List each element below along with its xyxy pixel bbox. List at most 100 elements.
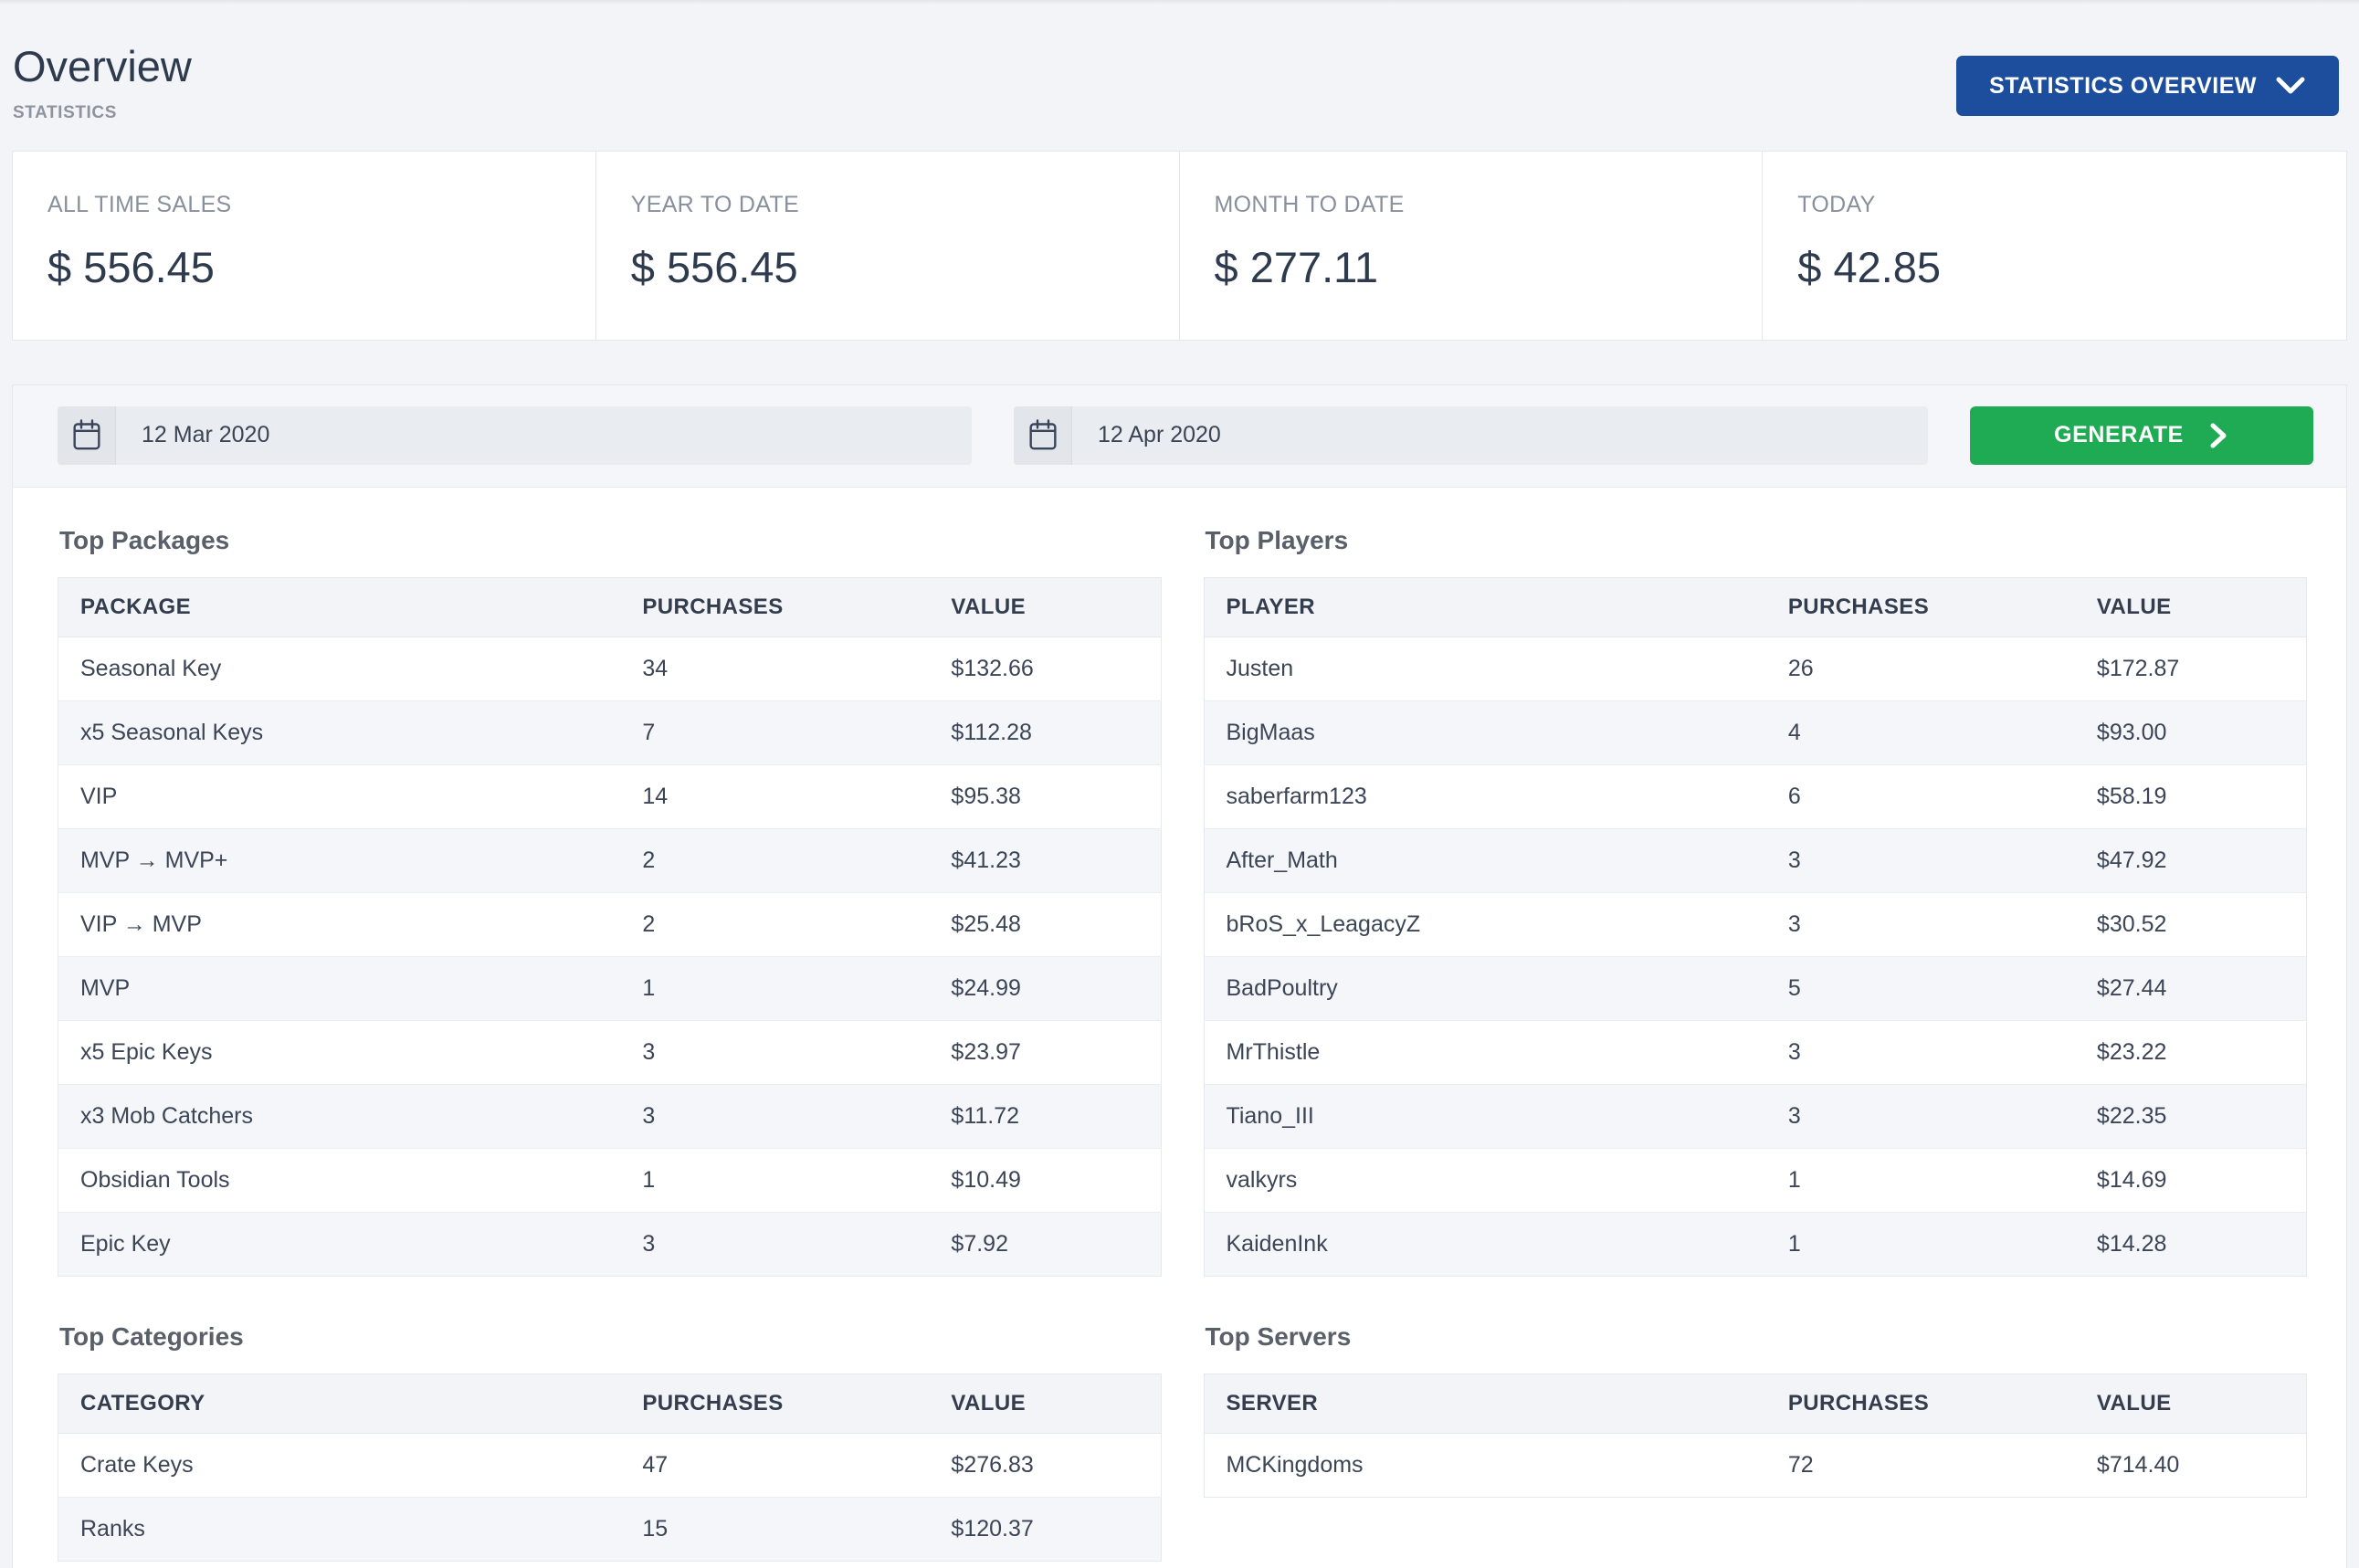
table-row: x5 Seasonal Keys 7 $112.28 — [58, 700, 1161, 765]
column-header: PURCHASES — [1765, 577, 2075, 637]
table-cell: $276.83 — [929, 1433, 1161, 1498]
table-row: VIP 14 $95.38 — [58, 764, 1161, 829]
calendar-icon-cell — [58, 405, 116, 465]
table-row: KaidenInk 1 $14.28 — [1204, 1212, 2307, 1277]
table-cell: MrThistle — [1204, 1020, 1766, 1085]
column-header: VALUE — [929, 1373, 1161, 1434]
date-from-input[interactable]: 12 Mar 2020 — [58, 405, 972, 465]
stats-summary-row: ALL TIME SALES $ 556.45 YEAR TO DATE $ 5… — [12, 150, 2347, 341]
table-header-row: PLAYER PURCHASES VALUE — [1204, 577, 2307, 637]
table-cell: 3 — [1765, 828, 2075, 893]
table-row: VIP → MVP 2 $25.48 — [58, 892, 1161, 957]
stat-label: MONTH TO DATE — [1214, 191, 1405, 217]
calendar-icon — [1028, 418, 1058, 452]
table-cell: 15 — [642, 1515, 669, 1542]
table-header-row: PACKAGE PURCHASES VALUE — [58, 577, 1161, 637]
table-cell: 1 — [1765, 1148, 2075, 1213]
table-cell: Ranks — [80, 1515, 145, 1542]
stat-label: YEAR TO DATE — [630, 191, 799, 217]
table-row: Ranks 15 $120.37 — [58, 1497, 1161, 1562]
page-subtitle: STATISTICS — [13, 102, 118, 122]
table-row: Seasonal Key 34 $132.66 — [58, 637, 1161, 701]
table-cell: BadPoultry — [1204, 956, 1766, 1021]
column-header: SERVER — [1204, 1373, 1766, 1434]
table-row: saberfarm123 6 $58.19 — [1204, 764, 2307, 829]
top-categories-section: Top Categories CATEGORY PURCHASES VALUE Cra… — [58, 1321, 1162, 1562]
table-row: Justen 26 $172.87 — [1204, 637, 2307, 701]
section-title-top-servers: Top Servers — [1205, 1321, 1352, 1351]
top-servers-table: SERVER PURCHASES VALUE MCKingdoms 72 $714.40 — [1203, 1373, 2307, 1498]
statistics-overview-dropdown[interactable]: STATISTICS OVERVIEW — [1956, 56, 2339, 116]
table-cell: $172.87 — [2074, 637, 2307, 701]
table-cell: 2 — [620, 828, 930, 893]
table-cell: $58.19 — [2074, 764, 2307, 829]
table-cell: BigMaas — [1204, 700, 1766, 765]
table-row: Epic Key 3 $7.92 — [58, 1212, 1161, 1277]
table-row: MVP 1 $24.99 — [58, 956, 1161, 1021]
dropdown-label: STATISTICS OVERVIEW — [1989, 72, 2257, 99]
table-cell: 3 — [1765, 1084, 2075, 1149]
table-cell: 3 — [1765, 892, 2075, 957]
table-cell: x5 Seasonal Keys — [58, 700, 621, 765]
table-cell: $22.35 — [2074, 1084, 2307, 1149]
table-cell: Obsidian Tools — [58, 1148, 621, 1213]
table-row: Tiano_III 3 $22.35 — [1204, 1084, 2307, 1149]
stat-label: ALL TIME SALES — [47, 191, 232, 217]
table-cell: 1 — [620, 1148, 930, 1213]
table-row: After_Math 3 $47.92 — [1204, 828, 2307, 893]
table-cell: $7.92 — [951, 1230, 1008, 1257]
section-title-top-categories: Top Categories — [59, 1321, 244, 1351]
statistics-card: 12 Mar 2020 12 Apr 2020 GENERATE — [12, 384, 2347, 1568]
table-row: BadPoultry 5 $27.44 — [1204, 956, 2307, 1021]
table-cell: 72 — [1787, 1451, 1814, 1478]
table-cell: $47.92 — [2074, 828, 2307, 893]
table-cell: valkyrs — [1204, 1148, 1766, 1213]
table-row: MVP → MVP+ 2 $41.23 — [58, 828, 1161, 893]
table-cell: $11.72 — [929, 1084, 1161, 1149]
table-cell: 14 — [620, 764, 930, 829]
table-cell: $93.00 — [2074, 700, 2307, 765]
table-cell: KaidenInk — [1226, 1230, 1328, 1257]
table-cell: $132.66 — [929, 637, 1161, 701]
table-cell: 1 — [620, 956, 930, 1021]
date-to-input[interactable]: 12 Apr 2020 — [1014, 405, 1928, 465]
top-packages-table: PACKAGE PURCHASES VALUE Seasonal Key 34 $132.… — [58, 576, 1162, 1277]
table-cell: MVP → MVP+ — [58, 828, 621, 893]
column-header: PLAYER — [1204, 577, 1766, 637]
table-row: MCKingdoms 72 $714.40 — [1204, 1433, 2307, 1497]
top-players-table: PLAYER PURCHASES VALUE Justen 26 $172.87 BigMa… — [1203, 576, 2307, 1277]
title-block: Overview STATISTICS — [13, 43, 192, 123]
table-cell: Justen — [1204, 637, 1766, 701]
column-header: PURCHASES — [1765, 1373, 2075, 1434]
table-cell: $27.44 — [2074, 956, 2307, 1021]
column-header: CATEGORY — [58, 1373, 621, 1434]
stat-card-today: TODAY $ 42.85 — [1763, 152, 2346, 340]
column-header: PURCHASES — [620, 1373, 930, 1434]
table-cell: Seasonal Key — [58, 637, 621, 701]
table-cell: $23.97 — [929, 1020, 1161, 1085]
table-cell: $25.48 — [929, 892, 1161, 957]
section-title-top-players: Top Players — [1205, 525, 1349, 554]
date-range-filter-bar: 12 Mar 2020 12 Apr 2020 GENERATE — [13, 384, 2346, 488]
column-header: VALUE — [2074, 577, 2307, 637]
table-cell: 4 — [1765, 700, 2075, 765]
table-cell: 3 — [620, 1084, 930, 1149]
table-cell: $41.23 — [929, 828, 1161, 893]
table-row: BigMaas 4 $93.00 — [1204, 700, 2307, 765]
table-cell: VIP → MVP — [58, 892, 621, 957]
date-to-value: 12 Apr 2020 — [1098, 422, 1221, 448]
generate-label: GENERATE — [2054, 422, 2184, 448]
stat-label: TODAY — [1797, 191, 1876, 217]
stat-card-year-to-date: YEAR TO DATE $ 556.45 — [596, 151, 1180, 340]
generate-button[interactable]: GENERATE — [1970, 405, 2313, 465]
chevron-right-icon — [2209, 422, 2229, 449]
top-players-section: Top Players PLAYER PURCHASES VALUE Justen 26… — [1203, 525, 2307, 1277]
chevron-down-icon — [2275, 76, 2306, 96]
column-header: PACKAGE — [58, 577, 621, 637]
column-header: PURCHASES — [620, 577, 930, 637]
table-cell: 7 — [620, 700, 930, 765]
statistics-tables-grid: Top Packages PACKAGE PURCHASES VALUE Season… — [13, 488, 2346, 1568]
table-cell: MVP — [58, 956, 621, 1021]
table-cell: MCKingdoms — [1226, 1451, 1364, 1478]
table-cell: $95.38 — [929, 764, 1161, 829]
